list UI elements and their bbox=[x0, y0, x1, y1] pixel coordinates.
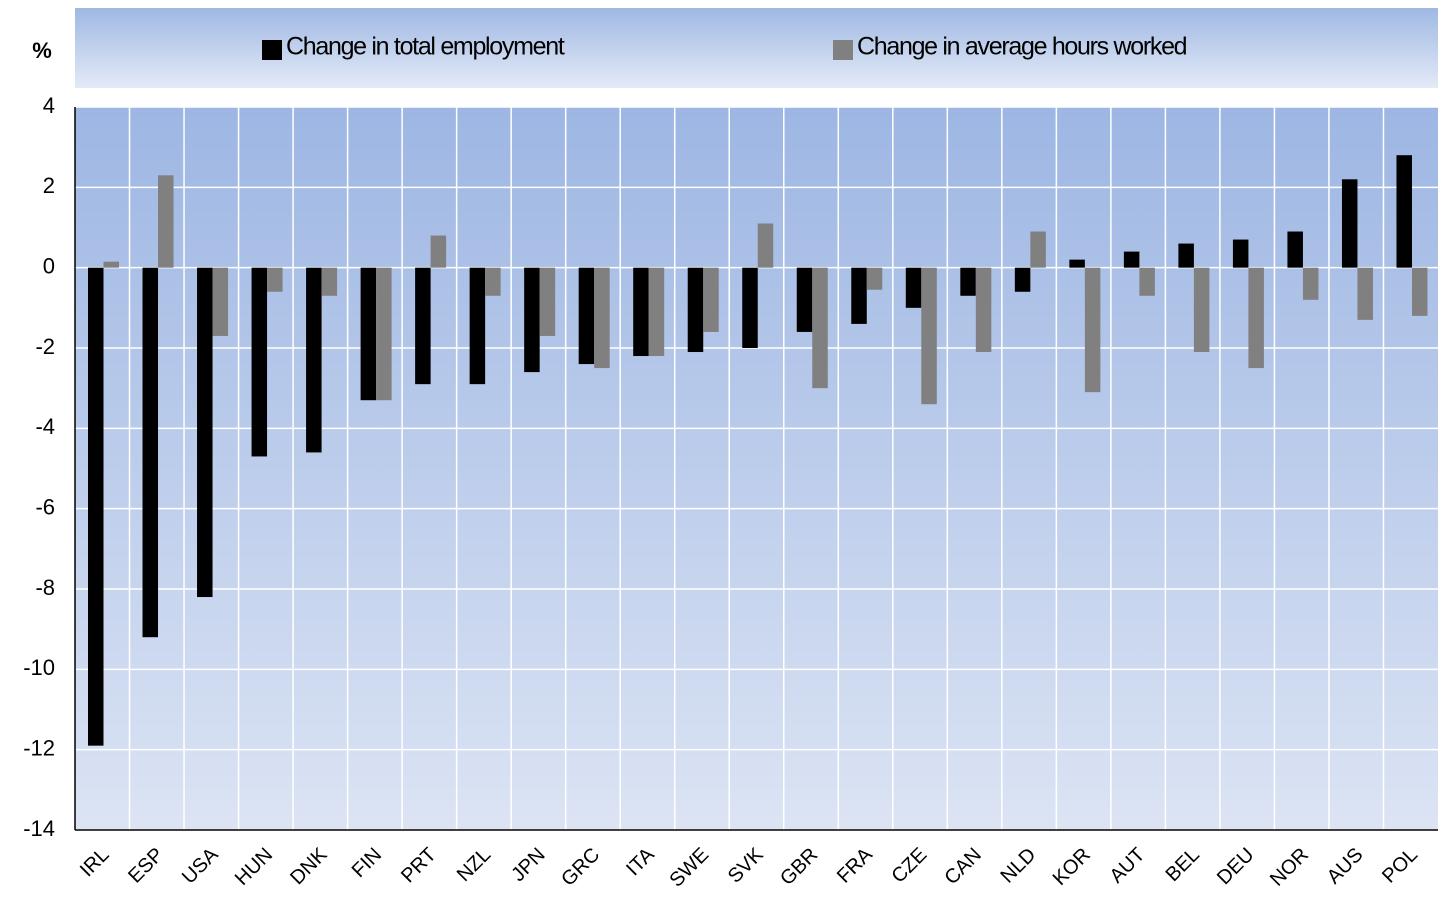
x-tick-label: POL bbox=[1378, 844, 1422, 888]
x-tick-label: ESP bbox=[124, 844, 168, 888]
bar bbox=[703, 267, 719, 332]
bar bbox=[158, 175, 174, 268]
y-tick-label: -14 bbox=[23, 816, 55, 841]
x-tick-label: SWE bbox=[665, 844, 713, 892]
y-tick-label: -2 bbox=[35, 334, 55, 359]
bar bbox=[1139, 267, 1155, 296]
bar bbox=[812, 267, 828, 389]
bar bbox=[1232, 239, 1249, 268]
legend-label: Change in total employment bbox=[286, 33, 565, 61]
bar bbox=[1030, 231, 1046, 268]
y-tick-label: 4 bbox=[43, 93, 55, 118]
bar bbox=[1178, 243, 1194, 268]
bar bbox=[267, 267, 283, 292]
bar bbox=[197, 267, 213, 598]
bar bbox=[469, 267, 486, 385]
legend-box bbox=[75, 8, 1438, 88]
legend-swatch bbox=[833, 40, 853, 60]
bar bbox=[1193, 267, 1210, 353]
x-tick-label: FRA bbox=[833, 843, 877, 887]
x-tick-label: GBR bbox=[776, 844, 822, 890]
x-tick-label: FIN bbox=[348, 844, 386, 882]
x-tick-label: CZE bbox=[887, 844, 931, 888]
bar bbox=[851, 267, 867, 324]
y-tick-label: -12 bbox=[23, 735, 55, 760]
y-tick-label: -6 bbox=[35, 494, 55, 519]
x-tick-label: DEU bbox=[1213, 844, 1258, 889]
x-tick-label: NLD bbox=[997, 844, 1041, 888]
bar bbox=[376, 267, 392, 401]
y-tick-label: 2 bbox=[43, 173, 55, 198]
bar bbox=[88, 267, 104, 746]
y-tick-label: -4 bbox=[35, 414, 55, 439]
bar bbox=[1287, 231, 1303, 268]
bar bbox=[1248, 267, 1264, 369]
bar bbox=[539, 267, 556, 336]
x-tick-label: DNK bbox=[286, 843, 332, 889]
bar bbox=[594, 267, 610, 369]
x-tick-label: NZL bbox=[453, 844, 495, 886]
bar bbox=[306, 267, 322, 453]
bar bbox=[1084, 267, 1101, 393]
x-tick-label: USA bbox=[178, 843, 223, 888]
bar bbox=[1014, 267, 1031, 292]
bar bbox=[1396, 155, 1412, 268]
bar bbox=[485, 267, 501, 296]
bar bbox=[415, 267, 431, 385]
x-tick-label: CAN bbox=[940, 844, 985, 889]
x-tick-label: ITA bbox=[622, 843, 659, 880]
bar bbox=[866, 267, 883, 290]
bar bbox=[742, 267, 758, 348]
bar bbox=[321, 267, 338, 296]
bar bbox=[757, 223, 774, 268]
bar bbox=[360, 267, 377, 401]
bar bbox=[1411, 267, 1428, 316]
bar bbox=[1302, 267, 1319, 300]
x-tick-label: AUT bbox=[1106, 844, 1150, 888]
bar bbox=[1123, 251, 1140, 268]
plot-area bbox=[75, 107, 1438, 830]
bar bbox=[1069, 259, 1085, 268]
bar bbox=[796, 267, 813, 332]
bar bbox=[142, 267, 159, 638]
legend-swatch bbox=[262, 40, 282, 60]
bar bbox=[212, 267, 229, 336]
bar bbox=[975, 267, 992, 353]
legend-label: Change in average hours worked bbox=[857, 33, 1187, 61]
x-tick-label: NOR bbox=[1266, 844, 1313, 891]
x-tick-label: KOR bbox=[1049, 844, 1095, 890]
x-tick-label: AUS bbox=[1323, 844, 1368, 889]
x-tick-label: BEL bbox=[1162, 844, 1204, 886]
x-tick-label: JPN bbox=[507, 844, 549, 886]
bar bbox=[905, 267, 922, 308]
bar bbox=[687, 267, 704, 353]
bar bbox=[578, 267, 595, 365]
bar bbox=[524, 267, 540, 373]
x-tick-label: IRL bbox=[76, 844, 114, 882]
y-tick-label: -10 bbox=[23, 655, 55, 680]
x-tick-label: GRC bbox=[557, 844, 604, 891]
bar bbox=[1357, 267, 1373, 320]
x-tick-label: PRT bbox=[397, 844, 441, 888]
bar bbox=[1341, 179, 1358, 268]
bar bbox=[648, 267, 665, 357]
y-tick-label: 0 bbox=[43, 253, 55, 278]
x-tick-label: HUN bbox=[231, 844, 277, 890]
x-tick-label: SVK bbox=[724, 843, 768, 887]
y-axis-label: % bbox=[32, 38, 52, 63]
y-tick-label: -8 bbox=[35, 575, 55, 600]
bar bbox=[103, 261, 119, 268]
bar bbox=[633, 267, 649, 357]
bar bbox=[251, 267, 268, 457]
bar bbox=[960, 267, 976, 296]
bar bbox=[430, 235, 447, 268]
bar bbox=[921, 267, 937, 405]
